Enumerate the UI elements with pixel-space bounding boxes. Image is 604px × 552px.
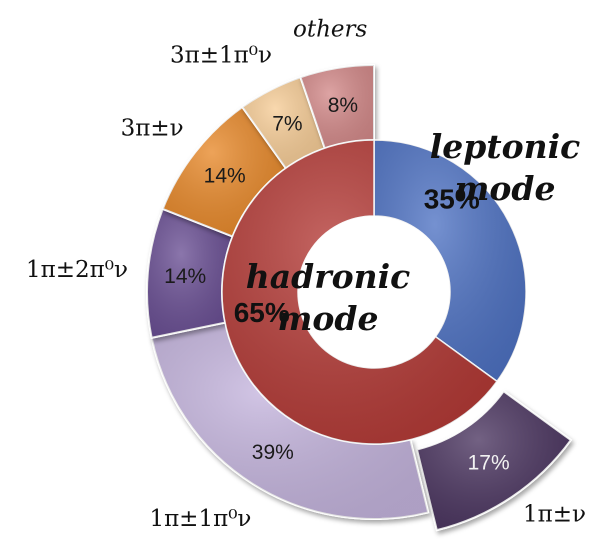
- leptonic-pct-label: 35%: [424, 184, 480, 215]
- outer-slice-sheen: [151, 322, 429, 519]
- outer-segment-3pipm1pi0nu: [240, 75, 327, 170]
- inner-slice-sheen: [222, 140, 497, 445]
- hadronic-mode-label: hadronic mode: [246, 257, 410, 338]
- outer-pct-label-1pipm2pi0nu: 14%: [164, 265, 206, 288]
- outer-slice-sheen: [300, 65, 374, 149]
- outer-category-label-1pipm1pi0nu: 1π±1π⁰ν: [149, 506, 251, 532]
- leptonic-mode-label-line: mode: [455, 169, 556, 208]
- hadronic-pct-label: 65%: [234, 297, 290, 328]
- outer-segment-1pipmnu: [415, 389, 573, 532]
- leptonic-mode-label: leptonic mode: [430, 127, 580, 208]
- outer-segment-1pipm2pi0nu: [146, 207, 234, 339]
- outer-pct-label-others: 8%: [328, 94, 358, 117]
- outer-pct-label-3pipm1pi0nu: 7%: [272, 112, 302, 135]
- outer-pct-label-1pipmnu: 17%: [468, 452, 510, 475]
- label-layer: 17% 39% 14% 14% 7% 8% 1π±ν 1π±1π⁰ν 1π±2π⁰ν 3π±ν 3π…: [26, 17, 586, 532]
- hadronic-mode-label-line: hadronic: [246, 257, 410, 296]
- hadronic-mode-label-line: mode: [278, 299, 379, 338]
- outer-ring-layer: [146, 63, 573, 532]
- outer-category-label-3pipmnu: 3π±ν: [121, 116, 184, 142]
- inner-slice-sheen: [374, 140, 526, 382]
- outer-category-label-1pipmnu: 1π±ν: [523, 502, 586, 528]
- outer-segment-others: [299, 63, 375, 150]
- outer-pct-label-1pipm1pi0nu: 39%: [252, 441, 294, 464]
- outer-category-label-1pipm2pi0nu: 1π±2π⁰ν: [26, 257, 128, 283]
- outer-pct-label-3pipmnu: 14%: [204, 164, 246, 187]
- outer-category-label-others: others: [293, 17, 368, 43]
- outer-slice-sheen: [146, 208, 233, 338]
- outer-slice-sheen: [242, 77, 325, 169]
- outer-slice-sheen: [416, 391, 571, 531]
- outer-slice-sheen: [162, 107, 286, 237]
- outer-category-label-3pipm1pi0nu: 3π±1π⁰ν: [170, 42, 272, 68]
- leptonic-mode-label-line: leptonic: [430, 127, 580, 166]
- inner-ring-layer: [221, 139, 527, 445]
